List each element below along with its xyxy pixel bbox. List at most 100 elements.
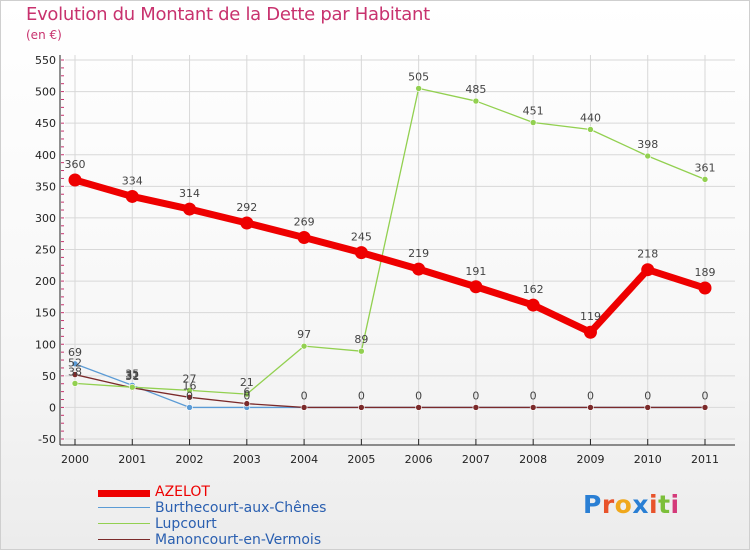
data-point (186, 404, 193, 411)
legend-label: Burthecourt-aux-Chênes (155, 500, 327, 516)
data-point (412, 262, 426, 276)
y-tick-label: 0 (49, 401, 56, 414)
data-point (644, 404, 652, 411)
series-line-lupcourt (74, 87, 706, 395)
data-label: 0 (243, 389, 250, 402)
x-tick-label: 2006 (405, 453, 433, 466)
x-tick-label: 2008 (519, 453, 547, 466)
data-point (472, 404, 480, 411)
data-label: 35 (125, 367, 139, 380)
x-tick-label: 2011 (691, 453, 719, 466)
data-label: 334 (122, 174, 143, 187)
legend-label: AZELOT (155, 484, 210, 500)
logo-letter: x (632, 490, 649, 519)
unit-label: (en €) (26, 28, 62, 42)
logo-letter: P (583, 490, 602, 519)
data-label: 31 (125, 370, 139, 383)
logo-letter: o (614, 490, 633, 519)
data-label: 0 (301, 389, 308, 402)
data-point (183, 202, 197, 216)
data-point (243, 390, 251, 398)
legend-item: Manoncourt-en-Vermois (98, 532, 398, 548)
x-tick-label: 2003 (233, 453, 261, 466)
legend-item: Burthecourt-aux-Chênes (98, 500, 398, 516)
y-tick-label: 200 (35, 275, 56, 288)
data-label: 89 (354, 333, 368, 346)
data-point (300, 342, 308, 350)
data-point (71, 360, 79, 368)
legend-item: AZELOT (98, 484, 398, 500)
data-point (71, 380, 79, 387)
legend-swatch-lupcourt (98, 523, 150, 524)
legend-label: Lupcourt (155, 516, 217, 532)
y-tick-label: 150 (35, 307, 56, 320)
y-tick-label: 400 (35, 149, 56, 162)
data-point (641, 263, 655, 277)
data-label: 16 (183, 379, 197, 392)
data-label: 0 (644, 389, 651, 402)
data-label: 189 (695, 266, 716, 279)
x-tick-label: 2010 (634, 453, 662, 466)
series-line-azelot (71, 176, 709, 336)
data-point (644, 152, 652, 160)
data-label: 0 (415, 389, 422, 402)
data-label: 21 (240, 376, 254, 389)
data-label: 119 (580, 310, 601, 323)
data-point (472, 97, 480, 105)
y-tick-label: 100 (35, 338, 56, 351)
data-point (698, 281, 712, 295)
data-label: 0 (587, 389, 594, 402)
data-label: 52 (68, 357, 82, 370)
data-label: 292 (236, 201, 257, 214)
data-point (587, 126, 594, 133)
legend: AZELOT Burthecourt-aux-Chênes Lupcourt M… (98, 484, 398, 548)
legend-item: Lupcourt (98, 516, 398, 532)
data-label: 440 (580, 111, 601, 124)
data-label: 0 (702, 389, 709, 402)
data-label: 398 (637, 138, 658, 151)
y-tick-label: 300 (35, 212, 56, 225)
proxiti-logo: Proxiti (583, 490, 680, 519)
data-point (354, 246, 368, 260)
data-label: 245 (351, 231, 372, 244)
data-point (469, 280, 483, 294)
y-tick-label: 450 (35, 117, 56, 130)
x-tick-label: 2004 (290, 453, 318, 466)
logo-letter: i (649, 490, 659, 519)
x-tick-label: 2009 (576, 453, 604, 466)
legend-swatch-burthecourt (98, 507, 150, 508)
data-label: 361 (695, 161, 716, 174)
x-tick-label: 2002 (176, 453, 204, 466)
data-label: 218 (637, 248, 658, 261)
data-point (583, 325, 597, 339)
data-point (529, 119, 537, 126)
data-label: 69 (68, 346, 82, 359)
data-label: 0 (472, 389, 479, 402)
x-tick-label: 2000 (61, 453, 89, 466)
data-label: 97 (297, 328, 311, 341)
data-label: 38 (68, 365, 82, 378)
data-label: 6 (243, 386, 250, 399)
data-label: 0 (530, 389, 537, 402)
data-point (125, 189, 139, 203)
legend-swatch-azelot (98, 490, 150, 497)
data-label: 485 (465, 83, 486, 96)
data-point (587, 404, 594, 411)
y-tick-label: -50 (38, 433, 56, 446)
data-point (68, 173, 82, 187)
data-label: 360 (65, 158, 86, 171)
data-label: 0 (358, 389, 365, 402)
data-point (297, 230, 311, 244)
data-point (243, 400, 251, 407)
data-point (71, 371, 79, 378)
data-label: 451 (523, 105, 544, 118)
logo-letter: i (670, 490, 680, 519)
series-line-burthecourt-aux-ch-nes (74, 363, 706, 409)
data-point (415, 404, 422, 411)
logo-letter: r (601, 490, 615, 519)
data-point (526, 298, 540, 312)
data-point (701, 404, 709, 411)
data-point (128, 383, 136, 391)
data-point (186, 387, 193, 394)
